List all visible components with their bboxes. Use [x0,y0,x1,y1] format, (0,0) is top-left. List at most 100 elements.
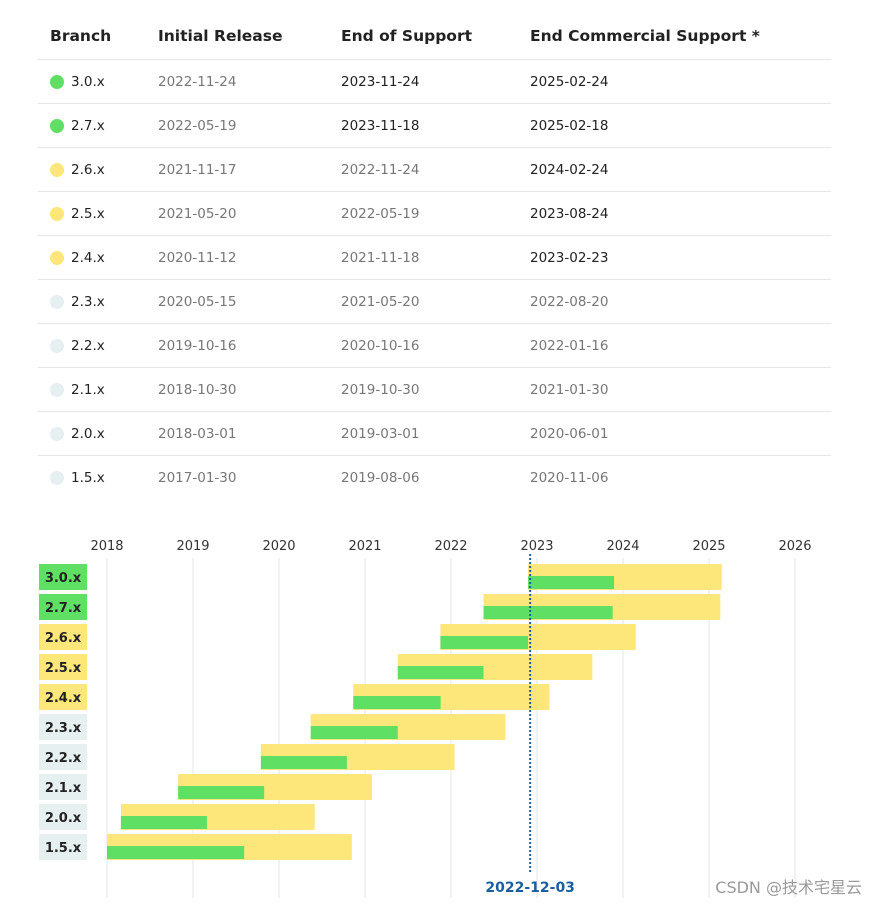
branch-label-box [39,804,87,830]
end-commercial-support-cell: 2024-02-24 [530,162,609,178]
branch-axis-label: 2.1.x [45,781,82,796]
branch-label: 2.0.x [71,426,105,442]
oss-support-bar [353,696,441,709]
support-table: Branch Initial Release End of Support En… [38,14,831,499]
end-of-support-cell: 2019-10-30 [341,382,420,398]
branch-cell: 2.5.x [50,206,105,222]
watermark: CSDN @技术宅星云 [715,878,862,897]
oss-support-bar [107,846,245,859]
branch-label-box [39,624,87,650]
branch-axis-label: 2.7.x [45,601,82,616]
end-of-support-cell: 2021-05-20 [341,294,420,310]
end-of-support-cell: 2022-11-24 [341,162,420,178]
timeline-svg: 2018 2019 2020 2021 2022 2023 2024 2025 2026 3.0.… [39,539,812,898]
end-commercial-support-cell: 2021-01-30 [530,382,609,398]
header-end-commercial-support: End Commercial Support * [530,27,760,45]
initial-release-cell: 2020-05-15 [158,294,237,310]
branch-label: 2.5.x [71,206,105,222]
table-row: 1.5.x 2017-01-30 2019-08-06 2020-11-06 [38,456,831,499]
oss-support-bar [178,786,265,799]
branch-axis-label: 2.5.x [45,661,82,676]
oss-support-bar [397,666,484,679]
end-of-support-cell: 2020-10-16 [341,338,420,354]
end-of-support-cell: 2023-11-24 [341,74,420,90]
status-dot-icon [50,75,64,89]
branch-label: 3.0.x [71,74,105,90]
oss-support-bar [483,606,613,619]
branch-axis-label: 3.0.x [45,571,82,586]
initial-release-cell: 2019-10-16 [158,338,237,354]
initial-release-cell: 2021-05-20 [158,206,237,222]
table-row: 2.1.x 2018-10-30 2019-10-30 2021-01-30 [38,368,831,412]
branch-cell: 2.7.x [50,118,105,134]
x-tick-label: 2022 [434,539,467,554]
branch-label-box [39,594,87,620]
end-commercial-support-cell: 2020-11-06 [530,470,609,486]
initial-release-cell: 2022-11-24 [158,74,237,90]
end-commercial-support-cell: 2023-08-24 [530,206,609,222]
branch-label: 2.3.x [71,294,105,310]
end-of-support-cell: 2021-11-18 [341,250,420,266]
branch-cell: 1.5.x [50,470,105,486]
status-dot-icon [50,207,64,221]
oss-support-bar [528,576,615,589]
branch-cell: 2.4.x [50,250,105,266]
branch-label: 2.2.x [71,338,105,354]
end-commercial-support-cell: 2022-08-20 [530,294,609,310]
branch-axis-label: 2.6.x [45,631,82,646]
table-row: 2.3.x 2020-05-15 2021-05-20 2022-08-20 [38,280,831,324]
branch-cell: 2.6.x [50,162,105,178]
branch-cell: 2.3.x [50,294,105,310]
x-tick-label: 2021 [348,539,381,554]
x-tick-label: 2019 [176,539,209,554]
branch-axis-label: 2.4.x [45,691,82,706]
table-body: 3.0.x 2022-11-24 2023-11-24 2025-02-24 2.7.x… [38,60,831,499]
end-commercial-support-cell: 2025-02-24 [530,74,609,90]
branch-label-box [39,834,87,860]
table-row: 2.7.x 2022-05-19 2023-11-18 2025-02-18 [38,104,831,148]
oss-support-bar [260,756,347,769]
initial-release-cell: 2018-03-01 [158,426,237,442]
end-commercial-support-cell: 2025-02-18 [530,118,609,134]
status-dot-icon [50,251,64,265]
header-end-of-support: End of Support [341,27,472,45]
branch-label-box [39,654,87,680]
today-marker-label: 2022-12-03 [485,880,575,896]
branch-label: 1.5.x [71,470,105,486]
support-timeline-chart: 2018 2019 2020 2021 2022 2023 2024 2025 2026 3.0.… [0,530,878,906]
initial-release-cell: 2017-01-30 [158,470,237,486]
end-of-support-cell: 2023-11-18 [341,118,420,134]
end-commercial-support-cell: 2023-02-23 [530,250,609,266]
x-tick-label: 2018 [90,539,123,554]
branch-axis-label: 2.0.x [45,811,82,826]
branch-axis-label: 2.2.x [45,751,82,766]
x-tick-label: 2024 [606,539,639,554]
branch-label: 2.4.x [71,250,105,266]
oss-support-bar [440,636,529,649]
branch-axis-label: 2.3.x [45,721,82,736]
branch-label-box [39,714,87,740]
end-commercial-support-cell: 2020-06-01 [530,426,609,442]
status-dot-icon [50,119,64,133]
x-tick-label: 2025 [692,539,725,554]
x-tick-label: 2023 [520,539,553,554]
table-row: 2.0.x 2018-03-01 2019-03-01 2020-06-01 [38,412,831,456]
end-of-support-cell: 2019-08-06 [341,470,420,486]
oss-support-bar [310,726,398,739]
branch-label-box [39,564,87,590]
x-tick-label: 2020 [262,539,295,554]
oss-support-bar [120,816,207,829]
header-branch: Branch [50,27,112,45]
status-dot-icon [50,383,64,397]
branch-cell: 2.1.x [50,382,105,398]
end-commercial-support-cell: 2022-01-16 [530,338,609,354]
branch-axis-label: 1.5.x [45,841,82,856]
table-row: 2.6.x 2021-11-17 2022-11-24 2024-02-24 [38,148,831,192]
branch-cell: 2.2.x [50,338,105,354]
branch-label-box [39,774,87,800]
status-dot-icon [50,339,64,353]
table-header: Branch Initial Release End of Support En… [38,14,831,60]
table-row: 2.2.x 2019-10-16 2020-10-16 2022-01-16 [38,324,831,368]
initial-release-cell: 2022-05-19 [158,118,237,134]
table-row: 2.5.x 2021-05-20 2022-05-19 2023-08-24 [38,192,831,236]
